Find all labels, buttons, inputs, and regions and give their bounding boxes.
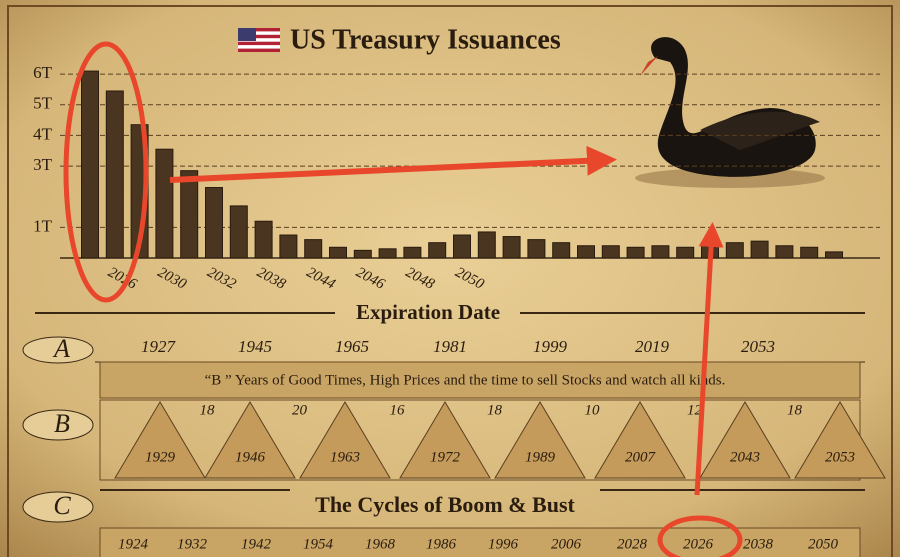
- cycle-triangle: [399, 401, 491, 479]
- row-badge: [22, 409, 94, 441]
- y-tick-label: 4T: [33, 124, 53, 143]
- gap-label: 10: [585, 402, 601, 418]
- bar: [304, 239, 323, 259]
- bar: [577, 245, 595, 259]
- cycle-triangle: [494, 401, 586, 479]
- row-label: B: [54, 409, 70, 438]
- year-label: 2028: [617, 536, 648, 552]
- year-label: 1968: [365, 536, 396, 552]
- year-label: 1924: [118, 536, 149, 552]
- bar: [105, 90, 124, 259]
- bar: [329, 246, 347, 259]
- bar: [775, 245, 794, 259]
- bar: [229, 205, 248, 259]
- year-label: 1945: [238, 337, 272, 356]
- cycle-triangle: [794, 401, 886, 479]
- year-label: 1942: [241, 536, 272, 552]
- row-label: C: [53, 491, 71, 520]
- year-label: 2053: [741, 337, 775, 356]
- gap-label: 18: [487, 402, 503, 418]
- bar: [651, 245, 670, 259]
- bar: [378, 248, 397, 259]
- year-label: 1954: [303, 536, 334, 552]
- highlight-circle: [657, 515, 743, 557]
- y-tick-label: 3T: [33, 155, 53, 174]
- cycle-triangle: [204, 401, 296, 479]
- bar: [254, 220, 273, 259]
- year-label: 2006: [551, 536, 582, 552]
- cycle-triangle: [114, 401, 206, 479]
- year-label: 1932: [177, 536, 208, 552]
- row-badge: [22, 491, 94, 523]
- highlight-circle: [63, 41, 149, 303]
- bar: [428, 242, 447, 259]
- bar: [800, 246, 819, 259]
- year-label: 1989: [525, 449, 556, 465]
- bar: [353, 249, 372, 259]
- year-label: 1996: [488, 536, 519, 552]
- gap-label: 18: [787, 402, 803, 418]
- cycles-title: The Cycles of Boom & Bust: [315, 492, 575, 517]
- border: [7, 5, 893, 557]
- y-tick-label: 1T: [33, 216, 53, 235]
- black-swan: [635, 37, 825, 188]
- banner: [99, 361, 861, 399]
- bar: [403, 246, 422, 259]
- bar: [155, 148, 174, 259]
- year-label: 1963: [330, 449, 360, 465]
- bar: [180, 170, 199, 259]
- bar: [81, 70, 99, 259]
- bar: [552, 242, 571, 259]
- gap-label: 18: [200, 402, 216, 418]
- gap-label: 20: [292, 402, 308, 418]
- year-label: 2050: [808, 536, 839, 552]
- year-label: 1999: [533, 337, 568, 356]
- cycle-triangle: [594, 401, 686, 479]
- year-label: 1965: [335, 337, 369, 356]
- bar: [502, 236, 521, 259]
- year-label: 2019: [635, 337, 670, 356]
- year-label: 2026: [683, 536, 714, 552]
- banner-text: “B ” Years of Good Times, High Prices an…: [205, 372, 726, 388]
- y-tick-label: 6T: [33, 63, 53, 82]
- year-label: 2043: [730, 449, 760, 465]
- us-flag: [238, 28, 280, 52]
- bar: [676, 246, 695, 259]
- bar: [626, 246, 645, 259]
- arrow: [169, 145, 617, 183]
- y-tick-label: 5T: [33, 94, 53, 113]
- year-label: 2038: [743, 536, 774, 552]
- year-label: 1929: [145, 449, 176, 465]
- year-label: 1986: [426, 536, 457, 552]
- bar: [527, 239, 546, 259]
- cycle-triangle: [699, 401, 791, 479]
- row-badge: [22, 336, 94, 364]
- bar: [453, 234, 471, 259]
- year-label: 1981: [433, 337, 467, 356]
- bar: [477, 231, 496, 259]
- chart-title: US Treasury Issuances: [290, 24, 561, 55]
- bar: [725, 242, 744, 259]
- year-label: 2053: [825, 449, 855, 465]
- gap-label: 16: [390, 402, 406, 418]
- bar: [601, 245, 620, 259]
- bar: [750, 240, 769, 259]
- bar: [205, 187, 223, 259]
- year-label: 1972: [430, 449, 461, 465]
- year-label: 2007: [625, 449, 657, 465]
- bar: [279, 234, 298, 259]
- arrow: [694, 222, 724, 496]
- cycle-triangle: [299, 401, 391, 479]
- year-label: 1927: [141, 337, 177, 356]
- x-axis-title: Expiration Date: [356, 300, 500, 324]
- row-label: A: [52, 334, 70, 363]
- year-label: 1946: [235, 449, 266, 465]
- bar: [825, 251, 843, 259]
- gap-label: 12: [687, 402, 703, 418]
